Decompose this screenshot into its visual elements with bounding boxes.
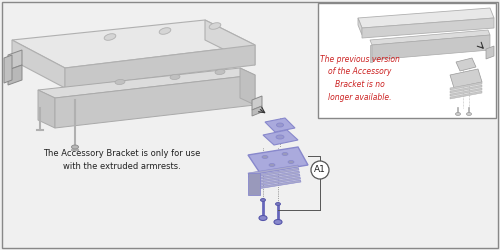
Polygon shape — [12, 20, 255, 68]
Polygon shape — [252, 106, 262, 116]
Polygon shape — [370, 30, 490, 45]
Polygon shape — [450, 82, 482, 90]
Ellipse shape — [260, 198, 266, 202]
Ellipse shape — [288, 160, 294, 164]
Ellipse shape — [209, 23, 221, 29]
Polygon shape — [4, 55, 12, 83]
Polygon shape — [205, 20, 255, 65]
Polygon shape — [65, 45, 255, 88]
Ellipse shape — [466, 112, 471, 116]
Ellipse shape — [282, 152, 288, 156]
Polygon shape — [263, 130, 298, 145]
Polygon shape — [358, 18, 362, 35]
Polygon shape — [370, 45, 372, 62]
Polygon shape — [8, 65, 22, 85]
Ellipse shape — [259, 216, 267, 220]
Polygon shape — [250, 180, 301, 190]
Polygon shape — [450, 91, 482, 99]
Polygon shape — [55, 75, 255, 128]
FancyBboxPatch shape — [318, 3, 496, 118]
Polygon shape — [38, 68, 255, 98]
Polygon shape — [252, 96, 262, 110]
Polygon shape — [240, 68, 255, 105]
Polygon shape — [8, 50, 22, 70]
Polygon shape — [248, 165, 298, 175]
Ellipse shape — [276, 123, 283, 127]
Circle shape — [311, 161, 329, 179]
Polygon shape — [450, 85, 482, 93]
Polygon shape — [248, 147, 308, 173]
Polygon shape — [248, 168, 299, 178]
Ellipse shape — [115, 80, 125, 84]
Ellipse shape — [456, 112, 460, 116]
Ellipse shape — [159, 28, 171, 34]
Ellipse shape — [276, 202, 280, 205]
Polygon shape — [38, 90, 55, 128]
Polygon shape — [456, 58, 476, 71]
Polygon shape — [450, 88, 482, 96]
Ellipse shape — [269, 164, 275, 166]
Polygon shape — [250, 174, 300, 184]
Polygon shape — [265, 118, 295, 132]
FancyBboxPatch shape — [2, 2, 498, 248]
Ellipse shape — [215, 70, 225, 74]
Polygon shape — [486, 46, 494, 59]
Polygon shape — [450, 69, 482, 88]
Ellipse shape — [274, 220, 282, 224]
Ellipse shape — [72, 145, 78, 149]
Ellipse shape — [170, 74, 180, 80]
Text: The Accessory Bracket is only for use
with the extruded armrests.: The Accessory Bracket is only for use wi… — [44, 149, 201, 171]
Polygon shape — [358, 8, 494, 28]
Polygon shape — [250, 177, 300, 187]
Ellipse shape — [262, 156, 268, 158]
Ellipse shape — [276, 135, 284, 139]
Ellipse shape — [104, 34, 116, 40]
Polygon shape — [249, 171, 300, 181]
Polygon shape — [248, 173, 260, 195]
Polygon shape — [362, 18, 494, 38]
Text: A1: A1 — [314, 166, 326, 174]
Polygon shape — [372, 35, 490, 60]
Text: The previous version
of the Accessory
Bracket is no
longer available.: The previous version of the Accessory Br… — [320, 55, 400, 102]
Polygon shape — [12, 40, 65, 88]
